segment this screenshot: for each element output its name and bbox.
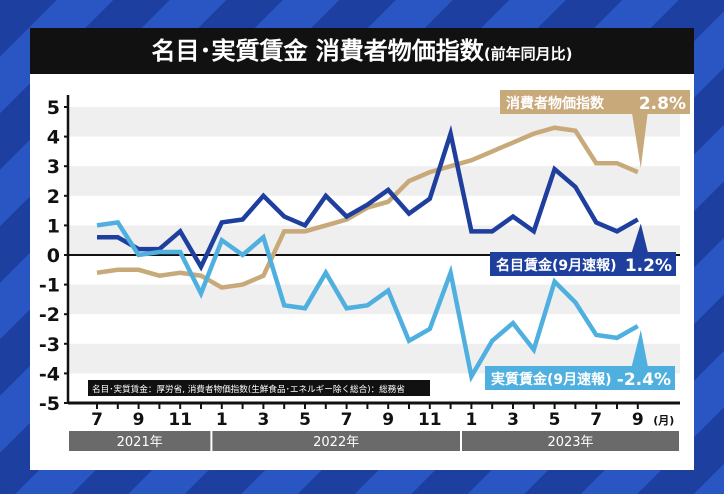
callout-box	[500, 90, 690, 114]
year-bar	[69, 431, 211, 451]
callout-box	[490, 252, 676, 276]
x-tick-label: 9	[133, 410, 145, 430]
x-tick-label: 3	[257, 410, 269, 430]
x-tick-label: 1	[465, 410, 477, 430]
y-tick-label: 4	[47, 127, 60, 149]
title-text: 名目･実質賃金 消費者物価指数	[151, 37, 484, 65]
y-tick-label: -2	[39, 304, 60, 326]
x-tick-label: 5	[549, 410, 561, 430]
source-note: 名目･実質賃金：厚労省, 消費者物価指数(生鮮食品･エネルギー除く総合)：総務省	[92, 383, 405, 395]
title-suffix: (前年同月比)	[483, 45, 573, 63]
x-tick-label: 11	[418, 410, 442, 430]
y-tick-label: 0	[47, 245, 60, 267]
x-tick-label: 1	[216, 410, 228, 430]
x-tick-label: 9	[382, 410, 394, 430]
grid-band	[68, 166, 680, 196]
x-tick-label: 5	[299, 410, 311, 430]
x-tick-label: 3	[507, 410, 519, 430]
x-tick-label: 7	[590, 410, 602, 430]
x-tick-label: 9	[632, 410, 644, 430]
callout-pointer	[631, 112, 648, 169]
series-value-label: 1.2%	[625, 256, 672, 276]
x-tick-label: 11	[168, 410, 192, 430]
y-tick-label: 3	[47, 156, 60, 178]
chart-frame: 名目･実質賃金 消費者物価指数(前年同月比) 5 4 3 2 1 0 -1 -2 -3 -4 -5 7…	[30, 28, 694, 470]
y-tick-label: -1	[39, 275, 60, 297]
x-tick-label: 7	[91, 410, 103, 430]
year-label: 2023年	[547, 435, 593, 450]
series-value-label: -2.4%	[617, 370, 671, 390]
series-label: 消費者物価指数	[506, 95, 605, 112]
x-tick-label: 7	[341, 410, 353, 430]
y-tick-label: 5	[47, 97, 60, 119]
callout-pointer	[631, 330, 648, 366]
x-unit-label: (月)	[653, 414, 674, 427]
year-label: 2021年	[117, 435, 163, 450]
series-label: 名目賃金(9月速報)	[496, 257, 617, 274]
callout-pointer	[631, 223, 648, 252]
y-tick-label: -4	[39, 363, 60, 385]
year-bar	[212, 431, 460, 451]
year-bar	[462, 431, 679, 451]
y-tick-label: 1	[47, 215, 60, 237]
series-label: 実質賃金(9月速報)	[491, 371, 612, 388]
y-tick-label: 2	[47, 186, 60, 208]
chart-title: 名目･実質賃金 消費者物価指数(前年同月比)	[30, 28, 694, 74]
year-label: 2022年	[313, 435, 359, 450]
series-value-label: 2.8%	[639, 94, 686, 114]
y-tick-label: -5	[39, 393, 60, 415]
callout-box	[485, 366, 675, 390]
y-tick-label: -3	[39, 334, 60, 356]
source-box	[88, 380, 430, 396]
